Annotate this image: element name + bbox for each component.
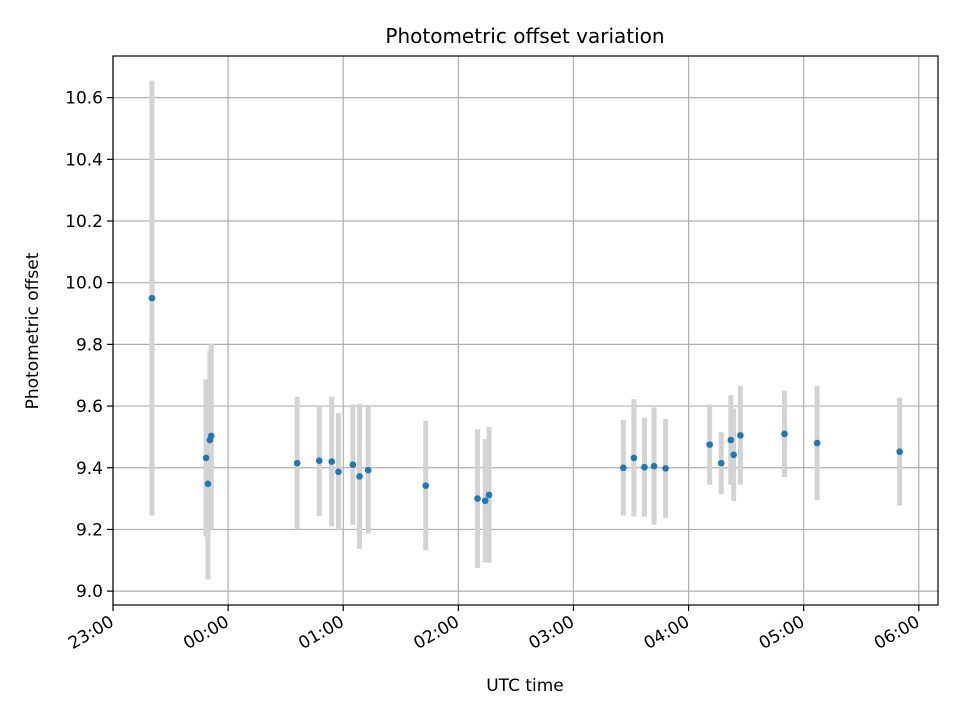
data-point <box>149 295 156 302</box>
y-tick-label: 9.2 <box>76 520 103 540</box>
data-point <box>203 455 210 462</box>
data-point <box>486 492 493 499</box>
data-point <box>718 460 725 467</box>
data-point <box>335 468 342 475</box>
data-point <box>631 455 638 462</box>
data-point <box>365 467 372 474</box>
data-point <box>350 461 357 468</box>
data-point <box>328 458 335 465</box>
chart-title: Photometric offset variation <box>385 24 664 48</box>
data-point <box>205 480 212 487</box>
data-point <box>316 457 323 464</box>
data-point <box>651 463 658 470</box>
x-axis-title: UTC time <box>486 676 564 696</box>
data-point <box>781 431 788 438</box>
data-point <box>482 497 489 504</box>
data-point <box>356 473 363 480</box>
y-tick-label: 9.6 <box>76 397 103 417</box>
y-tick-label: 10.4 <box>65 150 103 170</box>
y-axis-title: Photometric offset <box>23 252 43 409</box>
data-point <box>422 482 429 489</box>
y-tick-label: 9.0 <box>76 582 103 602</box>
data-point <box>814 440 821 447</box>
y-tick-label: 10.0 <box>65 274 103 294</box>
data-point <box>474 495 481 502</box>
data-point <box>737 432 744 439</box>
errorbar-chart: 23:00 00:00 01:00 02:00 03:00 04:00 05:00 06:00… <box>0 0 960 720</box>
y-tick-label: 10.2 <box>65 212 103 232</box>
data-point <box>896 448 903 455</box>
y-tick-label: 9.8 <box>76 335 103 355</box>
data-point <box>208 433 215 440</box>
data-point <box>294 460 301 467</box>
data-point <box>620 464 627 471</box>
data-point <box>641 464 648 471</box>
data-point <box>730 451 737 458</box>
y-tick-label: 10.6 <box>65 89 103 109</box>
figure-background <box>0 0 960 720</box>
y-tick-label: 9.4 <box>76 459 103 479</box>
data-point <box>662 465 669 472</box>
data-point <box>706 441 713 448</box>
data-point <box>727 437 734 444</box>
